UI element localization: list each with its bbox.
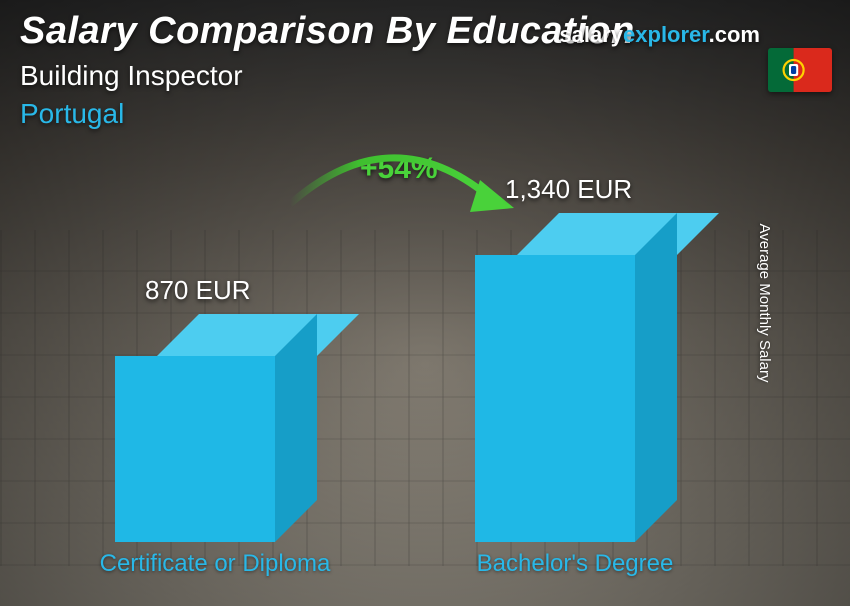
chart-title: Salary Comparison By Education [20,10,635,53]
delta-arrow-icon [270,134,530,254]
bar-chart: +54% 870 EUR Certificate or Diploma [0,140,810,576]
bar-value: 1,340 EUR [505,174,632,205]
brand-text-accent: explorer [623,22,709,47]
bar-top [157,314,359,356]
chart-country: Portugal [20,98,124,130]
bar-front [475,255,635,542]
portugal-flag-icon [768,48,832,92]
brand-text-plain: salary [559,22,623,47]
brand-text-suffix: .com [709,22,760,47]
bar-value: 870 EUR [145,275,251,306]
infographic-stage: Salary Comparison By Education Building … [0,0,850,606]
bar-front [115,356,275,542]
bar-side [635,213,677,542]
brand-label: salaryexplorer.com [559,22,760,48]
bar-category-label: Certificate or Diploma [65,550,365,578]
bar-top [517,213,719,255]
bar-category-label: Bachelor's Degree [425,550,725,578]
chart-subtitle: Building Inspector [20,60,243,92]
bar-side [275,314,317,542]
